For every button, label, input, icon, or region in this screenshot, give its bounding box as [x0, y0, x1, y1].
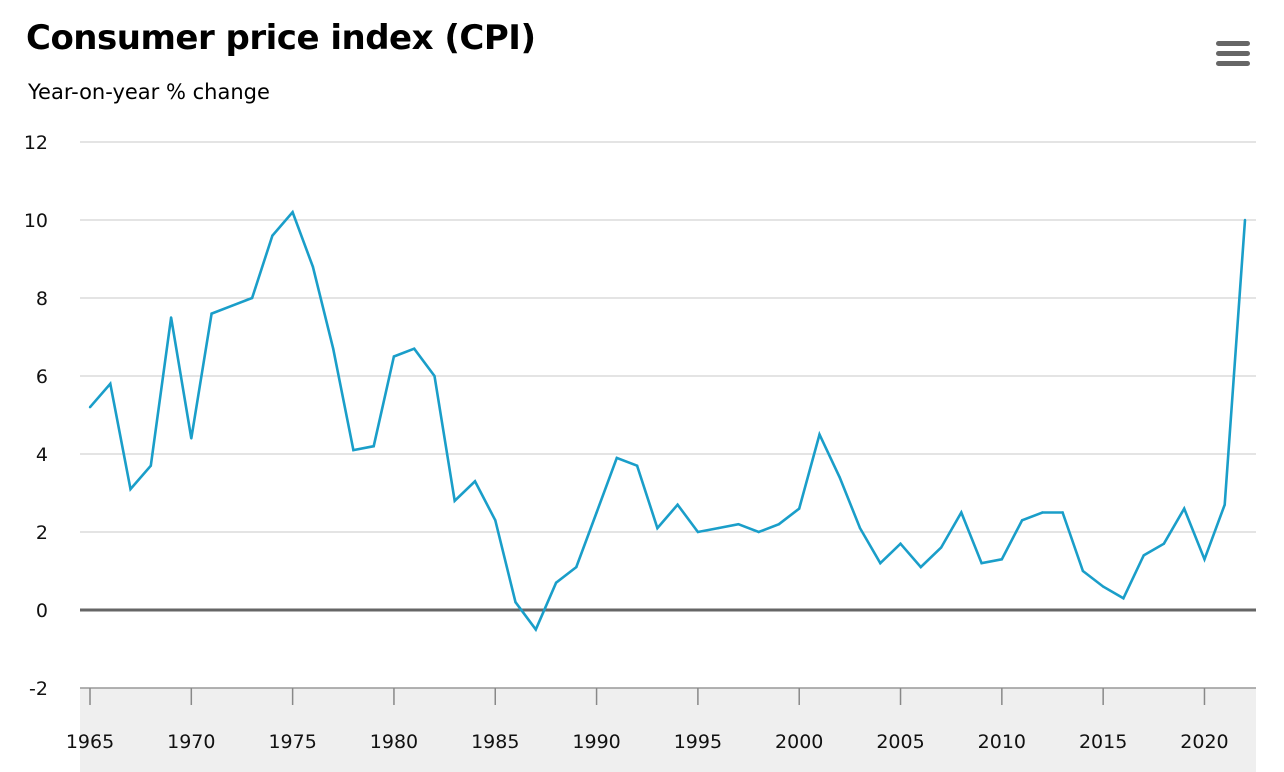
data-point: [696, 530, 700, 534]
data-point: [939, 546, 943, 549]
data-point: [250, 296, 254, 300]
data-point: [1223, 503, 1226, 506]
data-point: [595, 511, 598, 514]
data-point: [818, 433, 821, 436]
data-point: [1000, 558, 1004, 561]
data-point: [372, 445, 375, 448]
data-point: [514, 601, 517, 604]
data-point: [757, 530, 760, 534]
data-point: [169, 316, 173, 319]
data-point: [453, 499, 456, 502]
data-point: [1162, 542, 1166, 545]
x-tick-label: 2010: [978, 731, 1026, 753]
data-point: [858, 526, 862, 530]
x-tick-label: 2000: [775, 731, 823, 753]
data-point: [899, 542, 902, 545]
data-point: [737, 523, 740, 526]
data-point: [230, 304, 234, 307]
y-tick-label: 4: [36, 444, 48, 466]
data-point: [1183, 507, 1186, 510]
data-point: [392, 355, 396, 358]
data-point: [149, 464, 152, 467]
x-tick-label: 1995: [674, 731, 722, 753]
data-point: [1203, 558, 1206, 561]
data-point: [331, 347, 335, 350]
x-tick-label: 1985: [471, 731, 519, 753]
data-point: [1122, 597, 1125, 600]
data-point: [352, 448, 355, 452]
menu-bar-middle: [1216, 51, 1250, 56]
data-point: [635, 464, 639, 467]
x-tick-label: 1975: [268, 731, 316, 753]
cpi-series: [80, 209, 1256, 633]
data-point: [271, 234, 274, 237]
data-point: [656, 526, 659, 530]
chart-title: Consumer price index (CPI): [26, 18, 536, 58]
data-point: [190, 437, 193, 440]
data-point: [433, 374, 436, 378]
data-point: [473, 480, 477, 483]
data-point: [1041, 511, 1044, 514]
x-tick-label: 2020: [1180, 731, 1228, 753]
data-point: [960, 511, 963, 514]
data-point: [1142, 554, 1145, 557]
y-tick-label: 8: [36, 288, 48, 310]
grid-lines: [80, 141, 1256, 689]
y-tick-label: 2: [36, 522, 48, 544]
data-point: [777, 523, 781, 526]
menu-bar-bottom: [1216, 61, 1250, 66]
data-point: [1101, 585, 1105, 588]
data-point: [210, 312, 213, 315]
data-point: [494, 519, 497, 522]
x-axis-band: [80, 688, 1256, 772]
data-point: [311, 265, 315, 268]
x-tick-label: 1970: [167, 731, 215, 753]
data-point: [676, 503, 679, 506]
data-point: [575, 565, 578, 569]
x-tick-label: 1980: [370, 731, 418, 753]
data-point: [798, 507, 801, 510]
data-point: [1243, 218, 1247, 222]
y-tick-label: 6: [36, 366, 48, 388]
data-point: [1061, 511, 1064, 514]
data-point: [919, 565, 922, 569]
data-point: [413, 347, 416, 350]
data-point: [1020, 519, 1024, 522]
y-axis-ticks: 12 10 8 6 4 2 0 -2: [24, 132, 48, 700]
menu-bar-top: [1216, 41, 1250, 46]
data-point: [291, 211, 294, 214]
y-tick-label: 0: [36, 600, 48, 622]
data-point: [716, 526, 720, 530]
data-point: [1081, 569, 1085, 573]
x-tick-label: 2005: [876, 731, 924, 753]
x-tick-label: 2015: [1079, 731, 1127, 753]
y-tick-label: 10: [24, 210, 48, 232]
x-tick-label: 1990: [572, 731, 620, 753]
data-point: [534, 628, 537, 631]
chart-subtitle: Year-on-year % change: [28, 80, 270, 104]
data-point: [109, 382, 112, 385]
hamburger-menu-icon[interactable]: [1214, 38, 1252, 70]
data-point: [879, 562, 882, 565]
data-point: [615, 456, 619, 460]
x-tick-label: 1965: [66, 731, 114, 753]
y-tick-label: -2: [29, 678, 48, 700]
x-axis-ticks: 1965 1970 1975 1980 1985 1990 1995 2000 2005 2010…: [66, 688, 1229, 753]
data-point: [88, 406, 92, 409]
data-point: [129, 487, 132, 491]
data-point: [554, 581, 558, 584]
data-point: [980, 562, 983, 565]
data-point: [838, 476, 841, 479]
series-line: [89, 209, 1247, 633]
y-tick-label: 12: [24, 132, 48, 154]
